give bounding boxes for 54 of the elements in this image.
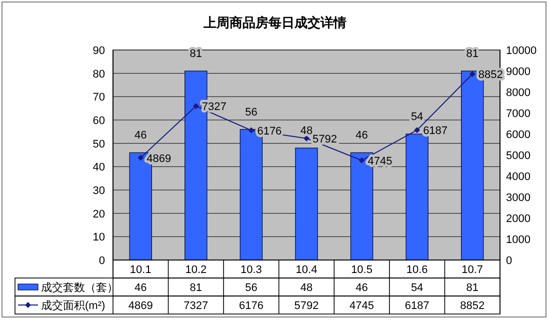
data-label: 5792 xyxy=(294,300,319,312)
annotation: 46 xyxy=(356,130,368,142)
annotation: 54 xyxy=(410,111,424,123)
y2-tick-label: 4000 xyxy=(506,171,530,183)
data-label: 48 xyxy=(300,282,313,294)
y-tick-label: 50 xyxy=(92,138,105,150)
annotation: 56 xyxy=(245,106,258,118)
data-label: 56 xyxy=(245,282,258,294)
data-label: 6176 xyxy=(238,300,264,312)
annotation: 5792 xyxy=(312,133,337,146)
x-tick-label: 10.1 xyxy=(130,264,152,276)
data-label: 46 xyxy=(134,282,147,294)
data-label: 81 xyxy=(466,282,478,294)
y2-tick-label: 7000 xyxy=(506,108,530,120)
annotation: 81 xyxy=(466,48,478,60)
y2-tick-label: 1000 xyxy=(506,234,530,246)
y-tick-label: 90 xyxy=(92,45,105,57)
annotation: 6187 xyxy=(423,125,448,138)
y-tick-label: 70 xyxy=(92,92,105,104)
y2-tick-label: 10000 xyxy=(506,45,537,57)
y-tick-label: 30 xyxy=(92,185,105,197)
data-label: 6187 xyxy=(404,300,430,312)
y-tick-label: 10 xyxy=(92,232,105,244)
y2-tick-label: 5000 xyxy=(506,150,530,162)
y2-tick-label: 6000 xyxy=(506,129,530,141)
data-label: 81 xyxy=(190,282,202,294)
data-label: 4869 xyxy=(128,300,153,312)
y-tick-label: 0 xyxy=(98,255,105,267)
x-tick-label: 10.7 xyxy=(462,264,484,276)
y2-tick-label: 8000 xyxy=(506,87,530,99)
data-label: 4745 xyxy=(350,300,374,312)
data-label: 8852 xyxy=(460,300,485,312)
y-tick-label: 60 xyxy=(92,115,105,127)
y2-tick-label: 9000 xyxy=(506,66,530,78)
x-tick-label: 10.3 xyxy=(240,264,262,276)
y-tick-label: 20 xyxy=(92,208,105,220)
chart-title: 上周商品房每日成交详情 xyxy=(202,15,346,30)
y2-tick-label: 3000 xyxy=(506,192,530,204)
y-tick-label: 40 xyxy=(92,162,105,174)
data-label: 46 xyxy=(356,282,368,294)
legend-label: 成交套数（套） xyxy=(41,281,118,294)
data-label: 54 xyxy=(410,282,424,294)
x-tick-label: 10.4 xyxy=(296,264,318,276)
annotation: 48 xyxy=(300,125,313,137)
y2-tick-label: 0 xyxy=(506,255,512,267)
x-tick-label: 10.6 xyxy=(406,264,428,276)
x-tick-label: 10.2 xyxy=(185,264,207,276)
data-label: 7327 xyxy=(184,300,208,312)
legend-label: 成交面积(m²) xyxy=(41,299,106,312)
annotation: 81 xyxy=(190,48,202,60)
y2-tick-label: 2000 xyxy=(506,213,530,225)
annotation: 46 xyxy=(134,130,147,142)
x-tick-label: 10.5 xyxy=(351,264,372,276)
y-tick-label: 80 xyxy=(92,68,105,80)
